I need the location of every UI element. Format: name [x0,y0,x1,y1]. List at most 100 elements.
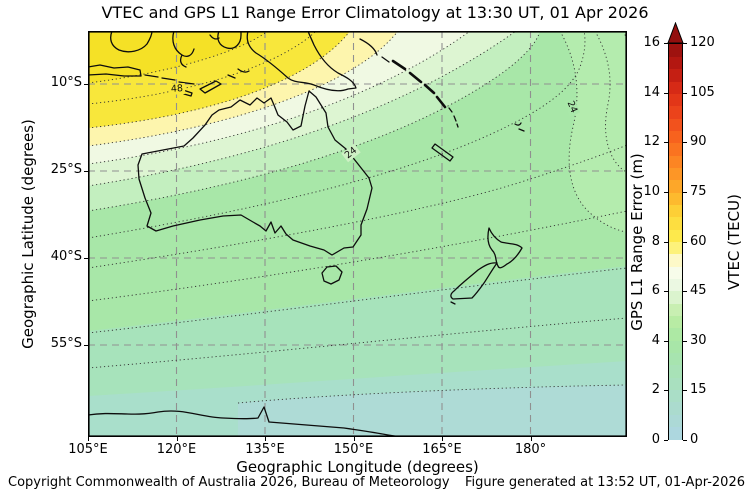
colorbar-left-tick-mark [664,340,668,342]
y-tick-mark [84,345,88,346]
contour-label: 24 [565,99,580,114]
colorbar-segment [669,167,682,181]
fiji-islands [514,122,525,132]
x-tick-mark [176,437,178,441]
x-tick-label: 150°E [333,442,374,457]
plot-border [88,31,628,437]
y-tick-mark [84,84,88,85]
colorbar-segment [669,266,682,280]
vanuatu-islands [448,107,459,128]
chart-title: VTEC and GPS L1 Range Error Climatology … [101,3,649,22]
x-axis-label: Geographic Longitude (degrees) [236,458,479,476]
colorbar-right-tick-mark [683,390,687,392]
colorbar [668,43,683,440]
sulawesi-coastline [172,31,195,68]
y-tick-label: 25°S [50,162,82,177]
colorbar-segment [669,155,682,168]
colorbar-segment [669,414,682,428]
colorbar-right-tick-label: 75 [690,183,707,199]
new-caledonia-coastline [431,143,454,162]
colorbar-segment [669,401,682,415]
australia-coastline [137,90,373,256]
colorbar-segment [669,364,682,378]
contour-label-bg [168,82,186,96]
colorbar-right-tick-mark [683,142,687,144]
colorbar-segment [669,68,682,82]
band-antarctic-blue [238,385,627,437]
colorbar-segment [669,303,682,317]
colorbar-left-tick-mark [664,92,668,94]
colorbar-segment [669,426,682,440]
x-tick-mark [88,437,89,441]
colorbar-segment [669,229,682,242]
colorbar-left-tick-mark [664,191,668,193]
lesser-sunda-islands [144,74,195,85]
colorbar-left-tick-label: 4 [651,332,660,348]
colorbar-segment [669,327,682,341]
generated-at-text: Figure generated at 13:52 UT, 01-Apr-202… [465,475,745,490]
colorbar-segment [669,118,682,131]
colorbar-segment [669,315,682,329]
solomon-islands-chain [391,59,447,109]
colorbar-segment [669,389,682,403]
colorbar-right-tick-label: 30 [690,332,707,348]
colorbar-right-tick-mark [683,440,687,441]
colorbar-segment [669,216,682,230]
timor-coastline [199,80,222,94]
copyright-text: Copyright Commonwealth of Australia 2026… [8,475,450,490]
colorbar-left-tick-mark [664,291,668,293]
java-coastline [88,64,142,77]
x-tick-label: 165°E [422,442,462,457]
colorbar-segment [669,105,682,119]
colorbar-segment [669,93,682,107]
colorbar-segment [669,130,682,144]
map-plot-area: 48 24 24 [88,31,628,437]
colorbar-segment [669,253,682,267]
colorbar-left-tick-label: 0 [651,432,660,447]
colorbar-segment [669,352,682,366]
y-tick-mark [84,258,88,259]
colorbar-left-tick-label: 10 [643,183,660,199]
colorbar-segment [669,44,682,57]
contour-label-bg [563,97,581,117]
x-tick-label: 180° [514,442,547,457]
contour-lines [88,31,627,404]
band-yellow-core [88,31,268,83]
colorbar-right-tick-label: 15 [690,382,707,398]
nz-south-island-coastline [450,262,498,305]
colorbar-left-tick-label: 2 [651,382,660,398]
borneo-coastline [110,31,153,53]
colorbar-segment [669,278,682,292]
colorbar-left-tick-label: 16 [643,35,660,50]
colorbar-segment [669,56,682,70]
colorbar-left-tick-mark [664,390,668,392]
colorbar-segment [669,142,682,156]
colorbar-right-tick-mark [683,340,687,342]
colorbar-extend-arrow [667,22,684,44]
colorbar-right-tick-mark [683,92,687,94]
colorbar-right-tick-label: 90 [690,134,707,150]
x-tick-mark [442,437,443,441]
x-tick-label: 135°E [245,442,285,457]
x-tick-mark [353,437,355,441]
nz-north-island-coastline [487,227,523,269]
colorbar-left-tick-label: 6 [651,283,660,299]
maluku-islands [209,34,250,79]
colorbar-left-tick-mark [664,241,668,243]
colorbar-right-tick-mark [683,241,687,243]
colorbar-right-tick-label: 0 [690,432,699,447]
colorbar-left-tick-mark [664,440,668,441]
colorbar-right-tick-label: 60 [690,233,707,249]
colorbar-segment [669,340,682,354]
colorbar-left-tick-mark [664,142,668,144]
colorbar-left-tick-label: 12 [643,134,660,150]
new-britain-coastline [359,38,390,63]
colorbar-right-tick-label: 120 [690,35,715,50]
x-tick-label: 120°E [156,442,197,457]
colorbar-right-tick-mark [683,43,687,44]
colorbar-segment [669,241,682,255]
y-axis-label: Geographic Latitude (degrees) [19,119,37,349]
